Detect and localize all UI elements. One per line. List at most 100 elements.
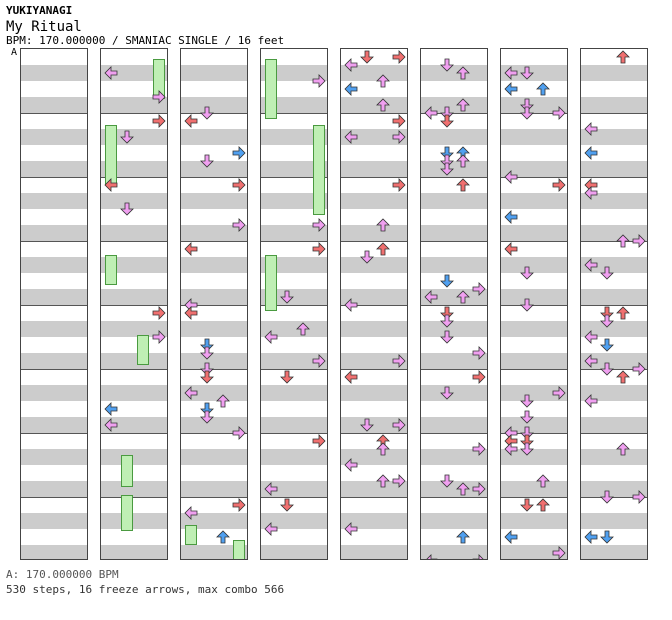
right-arrow-icon	[632, 361, 646, 376]
beat-band	[261, 257, 327, 273]
beat-band	[501, 193, 567, 209]
down-arrow-icon	[600, 265, 614, 280]
down-arrow-icon	[600, 361, 614, 376]
beat-band	[21, 65, 87, 81]
left-arrow-icon	[264, 481, 278, 496]
down-arrow-icon	[600, 529, 614, 544]
up-arrow-icon	[536, 473, 550, 488]
beat-band	[581, 321, 647, 337]
beat-band	[181, 449, 247, 465]
chart-column	[180, 48, 248, 560]
down-arrow-icon	[520, 265, 534, 280]
right-arrow-icon	[312, 433, 326, 448]
chart-column	[580, 48, 648, 560]
beat-band	[21, 289, 87, 305]
freeze-arrow	[185, 525, 197, 545]
beat-band	[501, 513, 567, 529]
measure-line	[261, 113, 327, 114]
measure-line	[181, 433, 247, 434]
right-arrow-icon	[392, 353, 406, 368]
down-arrow-icon	[200, 369, 214, 384]
left-arrow-icon	[184, 505, 198, 520]
down-arrow-icon	[200, 105, 214, 120]
measure-line	[21, 177, 87, 178]
measure-line	[101, 113, 167, 114]
beat-band	[581, 257, 647, 273]
up-arrow-icon	[376, 473, 390, 488]
chart-column	[340, 48, 408, 560]
left-arrow-icon	[104, 417, 118, 432]
measure-line	[261, 433, 327, 434]
beat-band	[21, 449, 87, 465]
chart-column	[20, 48, 88, 560]
down-arrow-icon	[600, 305, 614, 320]
left-arrow-icon	[184, 305, 198, 320]
left-arrow-icon	[344, 521, 358, 536]
beat-band	[181, 289, 247, 305]
beat-band	[101, 257, 167, 273]
measure-line	[581, 497, 647, 498]
beat-band	[261, 129, 327, 145]
right-arrow-icon	[472, 345, 486, 360]
measure-line	[101, 497, 167, 498]
left-arrow-icon	[344, 81, 358, 96]
beat-band	[341, 289, 407, 305]
beat-band	[421, 417, 487, 433]
beat-band	[101, 481, 167, 497]
up-arrow-icon	[376, 241, 390, 256]
beat-band	[501, 481, 567, 497]
up-arrow-icon	[456, 289, 470, 304]
beat-band	[421, 449, 487, 465]
beat-band	[21, 97, 87, 113]
beat-band	[421, 481, 487, 497]
right-arrow-icon	[232, 177, 246, 192]
down-arrow-icon	[360, 417, 374, 432]
right-arrow-icon	[552, 545, 566, 559]
measure-line	[501, 369, 567, 370]
beat-band	[581, 193, 647, 209]
left-arrow-icon	[184, 297, 198, 312]
measure-line	[581, 369, 647, 370]
down-arrow-icon	[520, 393, 534, 408]
beat-band	[21, 545, 87, 559]
beat-band	[21, 385, 87, 401]
beat-band	[101, 289, 167, 305]
right-arrow-icon	[552, 177, 566, 192]
beat-band	[581, 449, 647, 465]
measure-line	[181, 497, 247, 498]
down-arrow-icon	[440, 473, 454, 488]
beat-band	[261, 481, 327, 497]
beat-band	[421, 161, 487, 177]
beat-band	[501, 289, 567, 305]
beat-band	[421, 385, 487, 401]
right-arrow-icon	[552, 105, 566, 120]
freeze-arrow	[105, 255, 117, 285]
up-arrow-icon	[456, 153, 470, 168]
beat-band	[421, 545, 487, 559]
beat-band	[421, 65, 487, 81]
measure-line	[581, 305, 647, 306]
measure-line	[21, 113, 87, 114]
left-arrow-icon	[264, 521, 278, 536]
up-arrow-icon	[616, 49, 630, 64]
beat-band	[581, 385, 647, 401]
up-arrow-icon	[456, 529, 470, 544]
measure-line	[341, 369, 407, 370]
chart-column	[500, 48, 568, 560]
beat-band	[341, 417, 407, 433]
left-arrow-icon	[104, 401, 118, 416]
beat-band	[101, 193, 167, 209]
beat-band	[581, 97, 647, 113]
beat-band	[341, 545, 407, 559]
left-arrow-icon	[184, 113, 198, 128]
up-arrow-icon	[456, 481, 470, 496]
left-arrow-icon	[504, 209, 518, 224]
freeze-arrow	[233, 540, 245, 559]
beat-band	[181, 257, 247, 273]
beat-band	[501, 353, 567, 369]
left-arrow-icon	[584, 353, 598, 368]
down-arrow-icon	[360, 49, 374, 64]
down-arrow-icon	[440, 105, 454, 120]
beat-band	[501, 417, 567, 433]
measure-line	[421, 369, 487, 370]
